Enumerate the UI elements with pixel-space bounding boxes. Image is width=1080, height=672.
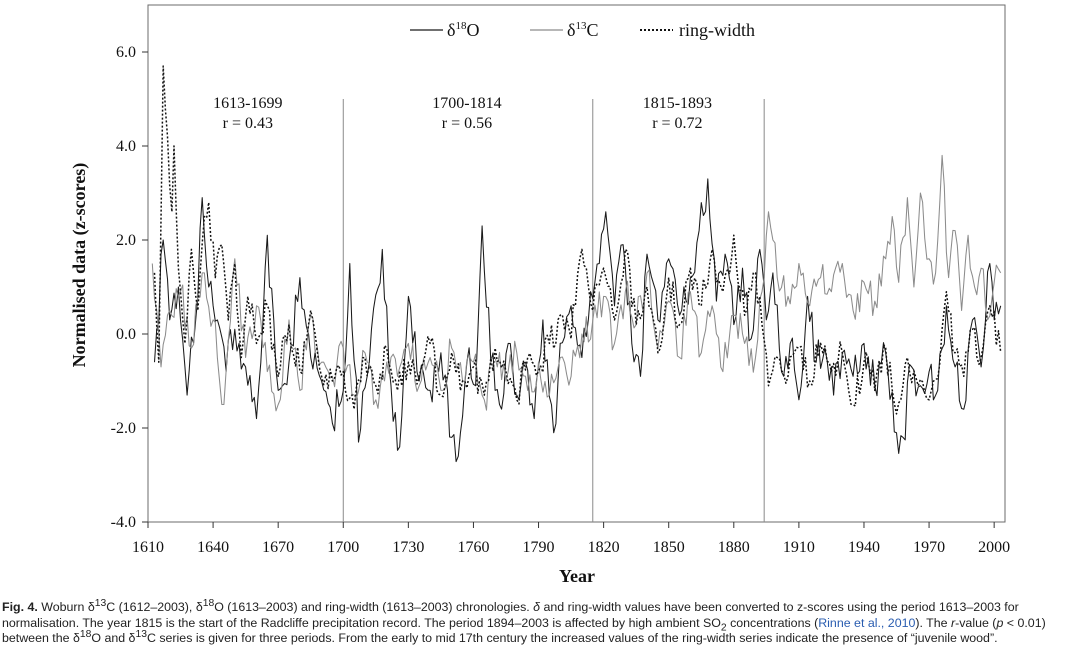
y-tick-label-6: -4.0 bbox=[111, 514, 136, 531]
correlation-label-3: r = 0.72 bbox=[652, 115, 702, 132]
x-tick-label-13: 1970 bbox=[913, 539, 945, 556]
y-tick-label-2: 4.0 bbox=[116, 138, 136, 155]
correlation-label-2: r = 0.56 bbox=[442, 115, 492, 132]
x-tick-label-12: 1940 bbox=[848, 539, 880, 556]
x-tick-label-6: 1760 bbox=[457, 539, 489, 556]
figure-label: Fig. 4. bbox=[2, 600, 38, 614]
period-label-1: 1613-1699 bbox=[213, 95, 282, 112]
figure-caption: Fig. 4. Woburn δ13C (1612–2003), δ18O (1… bbox=[2, 597, 1046, 645]
period-label-2: 1700-1814 bbox=[432, 95, 501, 112]
x-tick-label-9: 1850 bbox=[653, 539, 685, 556]
chart: 1613-1699 r = 0.43 1700-1814 r = 0.56 1815-1… bbox=[69, 4, 1010, 586]
x-tick-label-1: 1610 bbox=[132, 539, 164, 556]
period-label-3: 1815-1893 bbox=[643, 95, 712, 112]
x-tick-label-4: 1700 bbox=[327, 539, 359, 556]
legend-label-2: δ13C bbox=[567, 20, 599, 40]
x-tick-label-5: 1730 bbox=[392, 539, 424, 556]
x-tick-label-2: 1640 bbox=[197, 539, 229, 556]
y-axis-title: Normalised data (z-scores) bbox=[69, 163, 90, 368]
series-line-ring-width bbox=[153, 65, 1002, 415]
x-tick-label-11: 1910 bbox=[783, 539, 815, 556]
x-tick-label-14: 2000 bbox=[978, 539, 1010, 556]
series-line--18o bbox=[153, 178, 1002, 463]
series-line--13c bbox=[151, 154, 1002, 412]
x-axis-title: Year bbox=[559, 566, 595, 586]
citation-link[interactable]: Rinne et al., 2010 bbox=[818, 615, 916, 630]
y-tick-label-4: 0.0 bbox=[116, 326, 136, 343]
y-tick-label-1: 6.0 bbox=[116, 44, 136, 61]
x-tick-label-10: 1880 bbox=[718, 539, 750, 556]
x-tick-label-8: 1820 bbox=[588, 539, 620, 556]
correlation-label-1: r = 0.43 bbox=[223, 115, 273, 132]
x-tick-label-3: 1670 bbox=[262, 539, 294, 556]
legend-label-1: δ18O bbox=[447, 20, 479, 40]
plot-frame bbox=[147, 4, 1006, 523]
x-tick-label-7: 1790 bbox=[523, 539, 555, 556]
legend-label-3: ring-width bbox=[679, 20, 755, 40]
y-tick-label-5: -2.0 bbox=[111, 420, 136, 437]
y-tick-label-3: 2.0 bbox=[116, 232, 136, 249]
